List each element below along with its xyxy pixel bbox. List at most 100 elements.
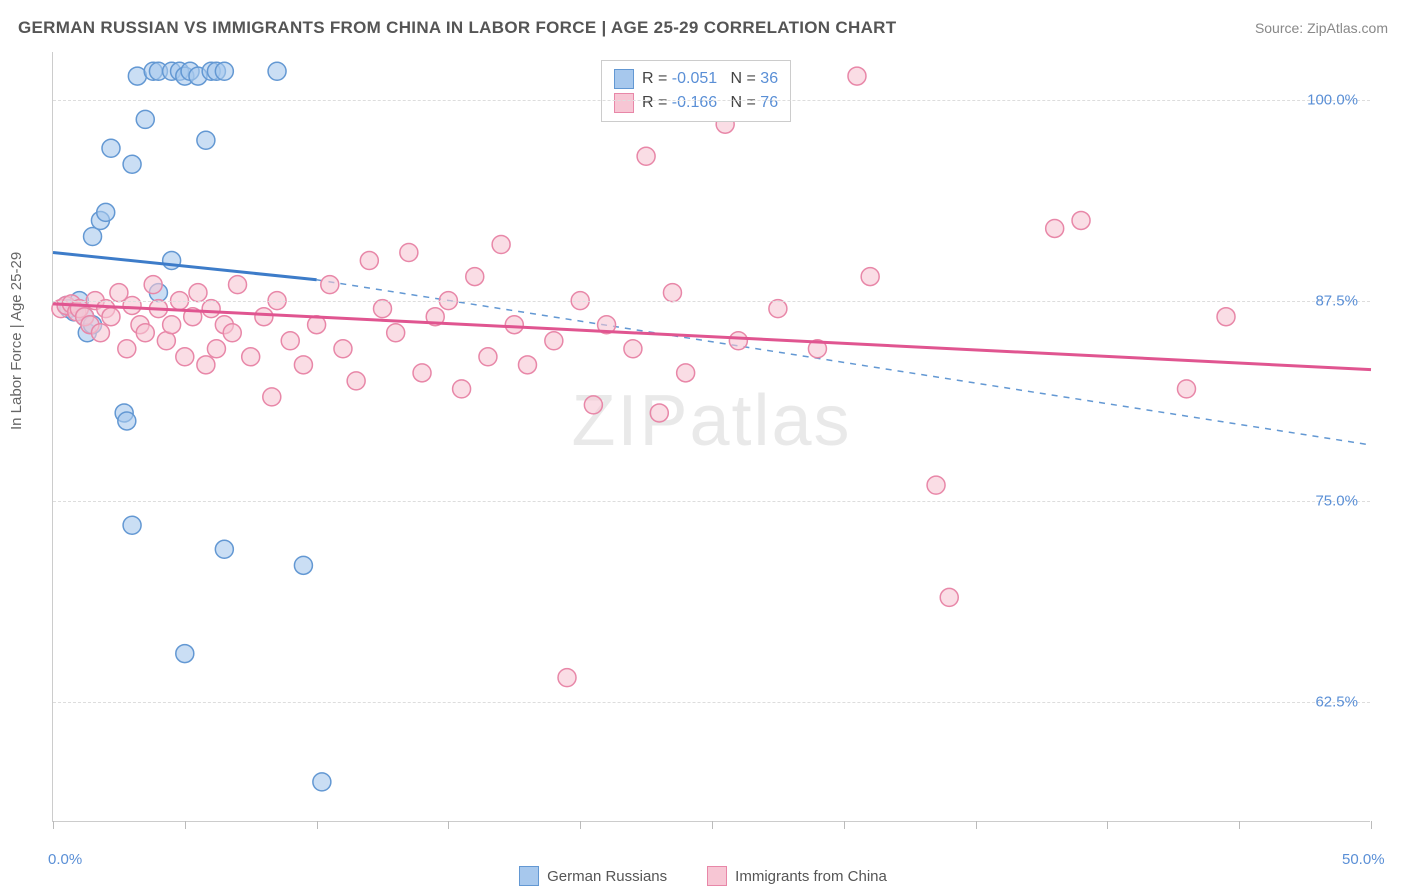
scatter-point bbox=[413, 364, 431, 382]
scatter-point bbox=[215, 62, 233, 80]
gridline-h bbox=[53, 100, 1370, 101]
chart-plot-area: ZIPatlas R = -0.051 N = 36R = -0.166 N =… bbox=[52, 52, 1370, 822]
scatter-point bbox=[223, 324, 241, 342]
legend-series-item: German Russians bbox=[519, 866, 667, 886]
scatter-point bbox=[197, 131, 215, 149]
chart-header: GERMAN RUSSIAN VS IMMIGRANTS FROM CHINA … bbox=[18, 18, 1388, 38]
scatter-point bbox=[136, 324, 154, 342]
scatter-point bbox=[334, 340, 352, 358]
scatter-point bbox=[294, 556, 312, 574]
x-tick bbox=[185, 821, 186, 829]
x-tick-label: 0.0% bbox=[48, 851, 82, 868]
scatter-point bbox=[202, 300, 220, 318]
trend-line bbox=[53, 253, 317, 280]
gridline-h bbox=[53, 501, 1370, 502]
scatter-point bbox=[584, 396, 602, 414]
scatter-point bbox=[189, 284, 207, 302]
scatter-point bbox=[163, 316, 181, 334]
scatter-point bbox=[102, 308, 120, 326]
x-tick bbox=[317, 821, 318, 829]
x-tick bbox=[448, 821, 449, 829]
series-legend: German Russians Immigrants from China bbox=[0, 866, 1406, 886]
scatter-point bbox=[321, 276, 339, 294]
legend-stat-text: R = -0.051 N = 36 bbox=[642, 67, 778, 91]
legend-series-label: Immigrants from China bbox=[735, 868, 887, 885]
scatter-point bbox=[176, 645, 194, 663]
legend-stat-row: R = -0.166 N = 76 bbox=[614, 91, 778, 115]
scatter-point bbox=[123, 155, 141, 173]
x-tick bbox=[976, 821, 977, 829]
scatter-point bbox=[313, 773, 331, 791]
scatter-point bbox=[84, 227, 102, 245]
chart-source: Source: ZipAtlas.com bbox=[1255, 20, 1388, 36]
scatter-point bbox=[118, 412, 136, 430]
scatter-point bbox=[479, 348, 497, 366]
scatter-point bbox=[492, 236, 510, 254]
x-tick bbox=[53, 821, 54, 829]
scatter-point bbox=[347, 372, 365, 390]
scatter-point bbox=[294, 356, 312, 374]
correlation-legend: R = -0.051 N = 36R = -0.166 N = 76 bbox=[601, 60, 791, 122]
scatter-point bbox=[400, 244, 418, 262]
legend-swatch-icon bbox=[707, 866, 727, 886]
scatter-point bbox=[677, 364, 695, 382]
y-axis-label: In Labor Force | Age 25-29 bbox=[8, 252, 25, 430]
scatter-point bbox=[769, 300, 787, 318]
scatter-point bbox=[387, 324, 405, 342]
scatter-point bbox=[197, 356, 215, 374]
scatter-point bbox=[848, 67, 866, 85]
scatter-point bbox=[91, 324, 109, 342]
scatter-point bbox=[545, 332, 563, 350]
scatter-point bbox=[505, 316, 523, 334]
chart-title: GERMAN RUSSIAN VS IMMIGRANTS FROM CHINA … bbox=[18, 18, 896, 38]
y-tick-label: 62.5% bbox=[1315, 693, 1358, 710]
x-tick bbox=[1239, 821, 1240, 829]
legend-swatch-icon bbox=[614, 93, 634, 113]
scatter-point bbox=[157, 332, 175, 350]
legend-stat-text: R = -0.166 N = 76 bbox=[642, 91, 778, 115]
x-tick-label: 50.0% bbox=[1342, 851, 1385, 868]
scatter-point bbox=[558, 669, 576, 687]
scatter-point bbox=[466, 268, 484, 286]
scatter-point bbox=[663, 284, 681, 302]
scatter-point bbox=[1217, 308, 1235, 326]
scatter-point bbox=[281, 332, 299, 350]
legend-series-label: German Russians bbox=[547, 868, 667, 885]
scatter-point bbox=[144, 276, 162, 294]
scatter-point bbox=[1046, 219, 1064, 237]
scatter-point bbox=[102, 139, 120, 157]
legend-series-item: Immigrants from China bbox=[707, 866, 887, 886]
scatter-point bbox=[215, 540, 233, 558]
legend-swatch-icon bbox=[614, 69, 634, 89]
scatter-point bbox=[123, 516, 141, 534]
x-tick bbox=[1371, 821, 1372, 829]
scatter-point bbox=[123, 296, 141, 314]
scatter-point bbox=[242, 348, 260, 366]
scatter-point bbox=[861, 268, 879, 286]
gridline-h bbox=[53, 702, 1370, 703]
legend-stat-row: R = -0.051 N = 36 bbox=[614, 67, 778, 91]
y-tick-label: 75.0% bbox=[1315, 493, 1358, 510]
y-tick-label: 87.5% bbox=[1315, 292, 1358, 309]
scatter-point bbox=[360, 252, 378, 270]
x-tick bbox=[580, 821, 581, 829]
scatter-point bbox=[1177, 380, 1195, 398]
scatter-point bbox=[637, 147, 655, 165]
scatter-point bbox=[268, 62, 286, 80]
scatter-point bbox=[940, 588, 958, 606]
scatter-point bbox=[176, 348, 194, 366]
gridline-h bbox=[53, 301, 1370, 302]
x-tick bbox=[844, 821, 845, 829]
scatter-point bbox=[207, 340, 225, 358]
x-tick bbox=[712, 821, 713, 829]
scatter-point bbox=[374, 300, 392, 318]
legend-swatch-icon bbox=[519, 866, 539, 886]
scatter-point bbox=[255, 308, 273, 326]
scatter-point bbox=[136, 110, 154, 128]
scatter-point bbox=[97, 203, 115, 221]
scatter-plot-svg bbox=[53, 52, 1370, 821]
scatter-point bbox=[927, 476, 945, 494]
x-tick bbox=[1107, 821, 1108, 829]
scatter-point bbox=[453, 380, 471, 398]
scatter-point bbox=[263, 388, 281, 406]
